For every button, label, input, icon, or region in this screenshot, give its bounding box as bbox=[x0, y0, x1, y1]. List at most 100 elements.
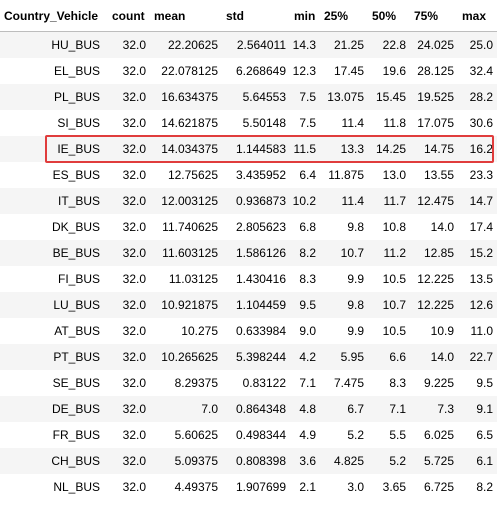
row-label: DE_BUS bbox=[51, 402, 100, 416]
table-row: PT_BUS 32.0 10.265625 5.398244 4.2 5.95 6.6 14.… bbox=[0, 344, 497, 370]
table-cell: 5.5 bbox=[389, 428, 406, 442]
table-cell: 1.586126 bbox=[235, 246, 286, 260]
table-cell: 11.0 bbox=[470, 324, 493, 338]
table-cell: 32.4 bbox=[469, 64, 493, 78]
table-cell: 32.0 bbox=[122, 428, 146, 442]
table-cell: 10.8 bbox=[382, 220, 406, 234]
table-cell: 22.8 bbox=[382, 38, 406, 52]
row-label: AT_BUS bbox=[54, 324, 100, 338]
table-cell: 8.2 bbox=[299, 246, 316, 260]
table-cell: 11.4 bbox=[341, 116, 364, 130]
table-cell: 25.0 bbox=[469, 38, 493, 52]
table-cell: 9.9 bbox=[347, 324, 364, 338]
table-row: DK_BUS 32.0 11.740625 2.805623 6.8 9.8 10.8 14.… bbox=[0, 214, 497, 240]
table-cell: 8.3 bbox=[389, 376, 406, 390]
table-row: HU_BUS 32.0 22.20625 2.564011 14.3 21.25 22.8 2… bbox=[0, 31, 497, 58]
table-cell: 5.09375 bbox=[174, 454, 218, 468]
row-label: EL_BUS bbox=[53, 64, 100, 78]
table-cell: 5.60625 bbox=[174, 428, 218, 442]
table-cell: 17.45 bbox=[333, 64, 364, 78]
column-header: 25% bbox=[320, 0, 368, 32]
table-row: AT_BUS 32.0 10.275 0.633984 9.0 9.9 10.5 10.9 11… bbox=[0, 318, 497, 344]
table-cell: 9.5 bbox=[299, 298, 316, 312]
table-row: SI_BUS 32.0 14.621875 5.50148 7.5 11.4 11.8 17.… bbox=[0, 110, 497, 136]
table-cell: 22.078125 bbox=[161, 64, 218, 78]
table-cell: 32.0 bbox=[122, 272, 146, 286]
table-cell: 32.0 bbox=[122, 64, 146, 78]
header-row: Country_Vehicle count mean std min 25% 5… bbox=[0, 0, 497, 32]
table-cell: 32.0 bbox=[122, 90, 146, 104]
table-cell: 14.7 bbox=[469, 194, 493, 208]
row-label: IT_BUS bbox=[57, 194, 100, 208]
table-cell: 5.64553 bbox=[242, 90, 286, 104]
table-cell: 32.0 bbox=[122, 480, 146, 494]
table-cell: 32.0 bbox=[122, 168, 146, 182]
column-header: count bbox=[108, 0, 150, 32]
table-cell: 32.0 bbox=[122, 376, 146, 390]
table-cell: 23.3 bbox=[469, 168, 493, 182]
row-label: SE_BUS bbox=[52, 376, 100, 390]
table-cell: 12.6 bbox=[469, 298, 493, 312]
table-row: BE_BUS 32.0 11.603125 1.586126 8.2 10.7 11.2 12… bbox=[0, 240, 497, 266]
table-cell: 13.075 bbox=[327, 90, 364, 104]
table-cell: 3.6 bbox=[299, 454, 316, 468]
table-cell: 32.0 bbox=[122, 38, 146, 52]
table-cell: 10.265625 bbox=[161, 350, 218, 364]
table-row: FI_BUS 32.0 11.03125 1.430416 8.3 9.9 10.5 12.2… bbox=[0, 266, 497, 292]
table-cell: 1.104459 bbox=[235, 298, 286, 312]
table-cell: 8.3 bbox=[299, 272, 316, 286]
dataframe-view: Country_Vehicle count mean std min 25% 5… bbox=[0, 0, 497, 494]
table-cell: 22.20625 bbox=[167, 38, 218, 52]
table-cell: 6.025 bbox=[423, 428, 454, 442]
table-cell: 7.5 bbox=[299, 90, 316, 104]
table-cell: 32.0 bbox=[122, 454, 146, 468]
table-cell: 17.075 bbox=[417, 116, 454, 130]
table-cell: 10.5 bbox=[382, 272, 406, 286]
table-cell: 3.435952 bbox=[235, 168, 286, 182]
table-cell: 22.7 bbox=[469, 350, 493, 364]
table-cell: 10.275 bbox=[181, 324, 218, 338]
table-cell: 10.921875 bbox=[161, 298, 218, 312]
table-cell: 32.0 bbox=[122, 116, 146, 130]
table-cell: 4.825 bbox=[333, 454, 364, 468]
table-row: PL_BUS 32.0 16.634375 5.64553 7.5 13.075 15.45… bbox=[0, 84, 497, 110]
table-cell: 30.6 bbox=[469, 116, 493, 130]
table-cell: 12.75625 bbox=[167, 168, 218, 182]
table-cell: 5.398244 bbox=[235, 350, 286, 364]
table-cell: 14.75 bbox=[423, 142, 454, 156]
table-cell: 16.2 bbox=[469, 142, 493, 156]
table-cell: 32.0 bbox=[122, 220, 146, 234]
table-cell: 1.430416 bbox=[235, 272, 286, 286]
column-header: min bbox=[290, 0, 320, 32]
row-label: PL_BUS bbox=[53, 90, 100, 104]
table-cell: 19.6 bbox=[382, 64, 406, 78]
table-cell: 14.034375 bbox=[161, 142, 218, 156]
table-cell: 14.3 bbox=[292, 38, 316, 52]
row-label: SI_BUS bbox=[57, 116, 100, 130]
table-cell: 11.603125 bbox=[162, 246, 218, 260]
table-cell: 19.525 bbox=[417, 90, 454, 104]
index-header: Country_Vehicle bbox=[0, 0, 108, 32]
table-cell: 6.7 bbox=[347, 402, 364, 416]
table-cell: 7.1 bbox=[389, 402, 406, 416]
table-row: SE_BUS 32.0 8.29375 0.83122 7.1 7.475 8.3 9.225… bbox=[0, 370, 497, 396]
table-cell: 15.45 bbox=[375, 90, 406, 104]
table-cell: 11.740625 bbox=[162, 220, 218, 234]
table-cell: 13.0 bbox=[382, 168, 406, 182]
table-row: EL_BUS 32.0 22.078125 6.268649 12.3 17.45 19.6… bbox=[0, 58, 497, 84]
table-cell: 16.634375 bbox=[161, 90, 218, 104]
table-cell: 10.5 bbox=[382, 324, 406, 338]
table-cell: 14.0 bbox=[430, 220, 454, 234]
table-cell: 3.0 bbox=[347, 480, 364, 494]
table-cell: 11.03125 bbox=[168, 272, 218, 286]
table-cell: 3.65 bbox=[382, 480, 406, 494]
table-cell: 32.0 bbox=[122, 194, 146, 208]
table-cell: 2.564011 bbox=[236, 38, 286, 52]
row-label: FR_BUS bbox=[52, 428, 100, 442]
row-label: ES_BUS bbox=[52, 168, 100, 182]
table-cell: 7.3 bbox=[437, 402, 454, 416]
table-cell: 4.9 bbox=[299, 428, 316, 442]
table-cell: 32.0 bbox=[122, 402, 146, 416]
describe-table: Country_Vehicle count mean std min 25% 5… bbox=[0, 0, 497, 494]
table-cell: 10.2 bbox=[292, 194, 316, 208]
